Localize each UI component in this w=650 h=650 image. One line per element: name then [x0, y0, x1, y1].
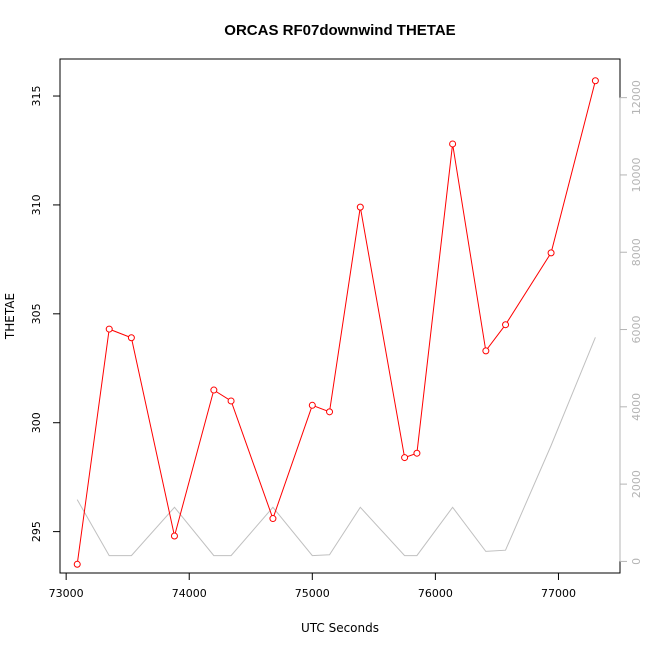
- y2-tick-label: 2000: [630, 470, 643, 498]
- data-point: [127, 334, 135, 342]
- y2-tick-label: 10000: [630, 157, 643, 192]
- y-tick-label: 305: [30, 303, 43, 324]
- y2-tick-label: 12000: [630, 80, 643, 115]
- y2-tick-label: 4000: [630, 393, 643, 421]
- data-point: [547, 249, 555, 257]
- y-axis-label: THETAE: [3, 293, 17, 340]
- data-point: [73, 560, 81, 568]
- data-point: [591, 77, 599, 85]
- y-tick-label: 295: [30, 521, 43, 542]
- series-primary-line: [76, 80, 596, 565]
- data-point: [413, 449, 421, 457]
- data-point: [502, 321, 510, 329]
- y-axis-left: 295 300 305 310 315: [30, 86, 60, 542]
- plot-area: [73, 77, 599, 568]
- y-tick-label: 315: [30, 86, 43, 107]
- x-tick-label: 73000: [49, 587, 84, 600]
- data-point: [210, 386, 218, 394]
- chart-title: ORCAS RF07downwind THETAE: [224, 22, 455, 39]
- data-point: [326, 408, 334, 416]
- y2-tick-label: 0: [630, 558, 643, 565]
- data-point: [449, 140, 457, 148]
- data-point: [269, 515, 277, 523]
- data-point: [482, 347, 490, 355]
- x-tick-label: 75000: [295, 587, 330, 600]
- data-point: [105, 325, 113, 333]
- series-secondary-line: [76, 337, 596, 557]
- data-point: [170, 532, 178, 540]
- x-tick-label: 77000: [541, 587, 576, 600]
- x-axis-label: UTC Seconds: [301, 621, 379, 635]
- x-tick-label: 76000: [418, 587, 453, 600]
- y2-tick-label: 6000: [630, 316, 643, 344]
- data-point: [227, 397, 235, 405]
- plot-frame: [59, 58, 621, 574]
- y-axis-right: 0 2000 4000 6000 8000 10000 12000: [619, 80, 643, 565]
- data-point: [401, 454, 409, 462]
- y-tick-label: 300: [30, 412, 43, 433]
- x-tick-label: 74000: [172, 587, 207, 600]
- data-point: [308, 401, 316, 409]
- y-tick-label: 310: [30, 194, 43, 215]
- y2-tick-label: 8000: [630, 238, 643, 266]
- data-point: [356, 203, 364, 211]
- x-axis: 73000 74000 75000 76000 77000: [49, 572, 576, 600]
